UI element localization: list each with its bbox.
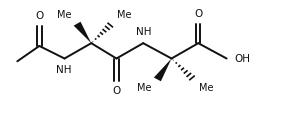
Text: O: O <box>194 9 202 19</box>
Text: Me: Me <box>137 83 152 93</box>
Text: NH: NH <box>56 65 71 75</box>
Text: OH: OH <box>234 53 251 64</box>
Text: NH: NH <box>136 27 152 37</box>
Text: O: O <box>35 11 43 21</box>
Text: Me: Me <box>199 83 214 93</box>
Text: O: O <box>112 86 120 96</box>
Text: Me: Me <box>118 10 132 20</box>
Text: Me: Me <box>57 10 71 20</box>
Polygon shape <box>154 58 172 81</box>
Polygon shape <box>74 22 91 43</box>
